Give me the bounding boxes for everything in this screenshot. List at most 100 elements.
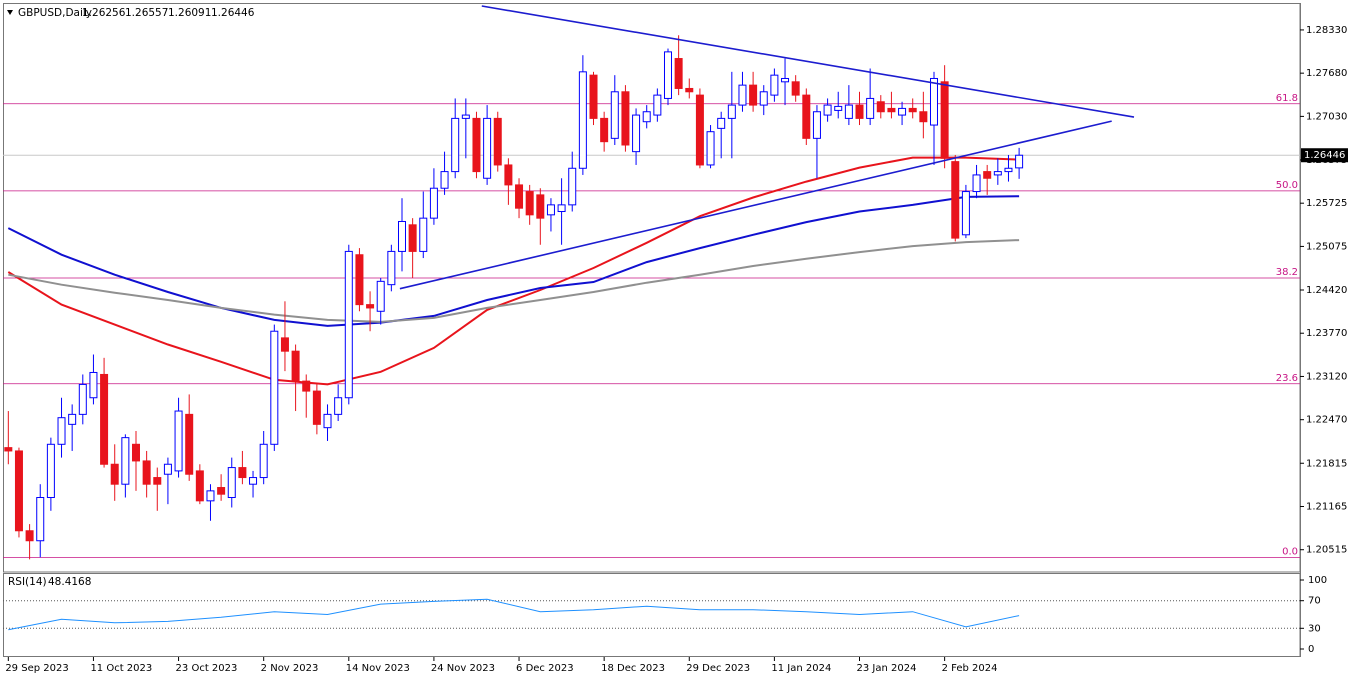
moving-average <box>7 156 1020 386</box>
y-tick-label: 1.25075 <box>1306 241 1347 252</box>
candle-body <box>663 51 672 99</box>
candle-body <box>770 74 779 96</box>
candle-body <box>440 171 449 189</box>
x-tick-label: 29 Dec 2023 <box>686 663 750 674</box>
x-tick-label: 29 Sep 2023 <box>5 663 68 674</box>
candle-body <box>972 174 981 193</box>
y-tick-label: 1.21165 <box>1306 501 1347 512</box>
candle-body <box>483 117 492 179</box>
candle-body <box>78 383 87 415</box>
candle-body <box>217 487 226 495</box>
y-tick-label: 1.23770 <box>1306 328 1347 339</box>
x-tick-label: 2 Nov 2023 <box>261 663 319 674</box>
x-tick-label: 23 Jan 2024 <box>857 663 917 674</box>
candle-body <box>632 114 641 153</box>
candle-body <box>259 443 268 479</box>
candle-body <box>1015 154 1024 169</box>
candle-body <box>504 164 513 186</box>
candle-body <box>429 187 438 219</box>
candle-body <box>706 131 715 166</box>
candle-body <box>834 105 843 111</box>
candle-body <box>344 250 353 399</box>
candle-body <box>270 330 279 445</box>
fib-level-label: 61.8 <box>1276 93 1298 104</box>
candle-body <box>397 220 406 252</box>
candle-body <box>387 250 396 286</box>
y-tick-label: 1.25725 <box>1306 198 1347 209</box>
candle-body <box>610 91 619 139</box>
y-tick-label: 1.20515 <box>1306 545 1347 556</box>
candle-body <box>14 450 23 532</box>
candle-body <box>951 161 960 239</box>
candle-body <box>717 117 726 129</box>
candle-body <box>812 111 821 139</box>
current-price-box <box>1301 148 1348 163</box>
candle-body <box>589 74 598 119</box>
candle-body <box>653 94 662 116</box>
current-price-label: 1.26446 <box>1304 150 1345 161</box>
candle-body <box>366 304 375 309</box>
candle-body <box>993 171 1002 176</box>
candle-body <box>280 337 289 352</box>
x-tick-label: 6 Dec 2023 <box>516 663 574 674</box>
candle-body <box>727 104 736 119</box>
candle-body <box>238 467 247 479</box>
candle-body <box>908 107 917 113</box>
candle-body <box>25 530 34 542</box>
rsi-value: 48.4168 <box>48 576 91 588</box>
x-tick-label: 23 Oct 2023 <box>176 663 238 674</box>
candle-body <box>695 94 704 166</box>
candle-body <box>451 117 460 173</box>
candle-body <box>791 81 800 96</box>
y-tick-label: 1.22470 <box>1306 415 1347 426</box>
candle-body <box>887 107 896 113</box>
candle-body <box>163 463 172 475</box>
candle-body <box>929 77 938 126</box>
candle-body <box>898 107 907 116</box>
rsi-plot <box>3 598 1300 631</box>
candle-body <box>940 81 949 159</box>
menu-triangle[interactable] <box>7 10 13 15</box>
candle-body <box>110 463 119 485</box>
candle-body <box>525 191 534 216</box>
candle-body <box>334 397 343 415</box>
rsi-line <box>8 598 1020 631</box>
candle-body <box>536 194 545 219</box>
candle-body <box>408 224 417 252</box>
candle-body <box>600 117 609 143</box>
candle-body <box>844 104 853 119</box>
rsi-y-tick-label: 30 <box>1308 623 1321 634</box>
fib-level-label: 38.2 <box>1276 267 1298 278</box>
candle-body <box>174 410 183 472</box>
candle-body <box>57 417 66 445</box>
candle-body <box>323 413 332 429</box>
candle-body <box>759 91 768 106</box>
y-tick-label: 1.28330 <box>1306 25 1347 36</box>
candle-body <box>961 191 970 236</box>
y-tick-label: 1.24420 <box>1306 285 1347 296</box>
candle-body <box>557 204 566 213</box>
symbol-title: GBPUSD,Daily <box>18 7 92 19</box>
candle-body <box>312 390 321 425</box>
candle-body <box>642 111 651 123</box>
candle-body <box>919 111 928 123</box>
candle-body <box>195 470 204 502</box>
candle-body <box>131 443 140 462</box>
candle-body <box>46 443 55 499</box>
moving-average <box>7 195 1020 327</box>
fib-level-label: 50.0 <box>1276 180 1298 191</box>
x-tick-label: 18 Dec 2023 <box>601 663 665 674</box>
candle-body <box>472 117 481 173</box>
candle-body <box>1004 167 1013 173</box>
candle-body <box>621 91 630 146</box>
y-tick-label: 1.27680 <box>1306 68 1347 79</box>
x-tick-label: 11 Jan 2024 <box>771 663 831 674</box>
candle-body <box>142 460 151 485</box>
rsi-y-tick-label: 0 <box>1308 644 1314 655</box>
candle-body <box>36 497 45 542</box>
candle-body <box>493 117 502 166</box>
candle-body <box>100 373 109 465</box>
low-value: 1.26091 <box>168 7 211 19</box>
candle-body <box>227 467 236 499</box>
rsi-title: RSI(14) <box>8 576 47 588</box>
